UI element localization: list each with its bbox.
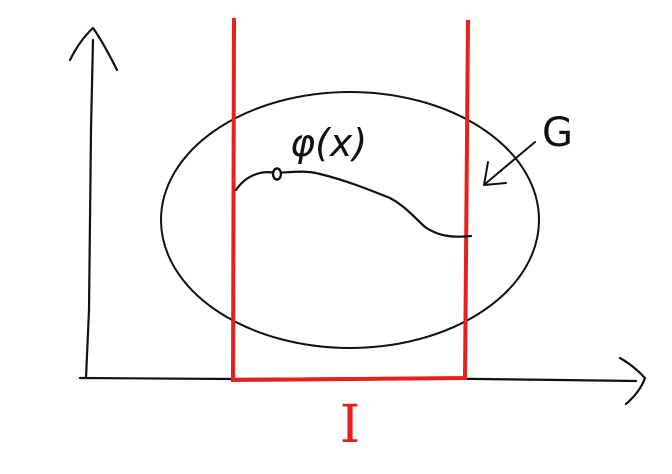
set-g-ellipse	[160, 91, 540, 349]
x-axis	[78, 356, 647, 406]
set-label-g: G	[542, 110, 573, 156]
interval-i-box	[230, 17, 470, 383]
y-axis	[68, 26, 119, 380]
y-axis-line	[84, 38, 95, 380]
g-pointer-shaft	[484, 141, 536, 185]
g-pointer-arrow	[483, 141, 536, 186]
interval-label: I	[340, 395, 361, 455]
y-axis-arrowhead	[68, 26, 119, 72]
x-axis-arrowhead	[618, 356, 647, 406]
curve-label: φ(x)	[290, 121, 367, 165]
g-pointer-head	[483, 161, 507, 186]
phi-point-marker	[271, 167, 283, 181]
phi-curve	[234, 170, 473, 238]
